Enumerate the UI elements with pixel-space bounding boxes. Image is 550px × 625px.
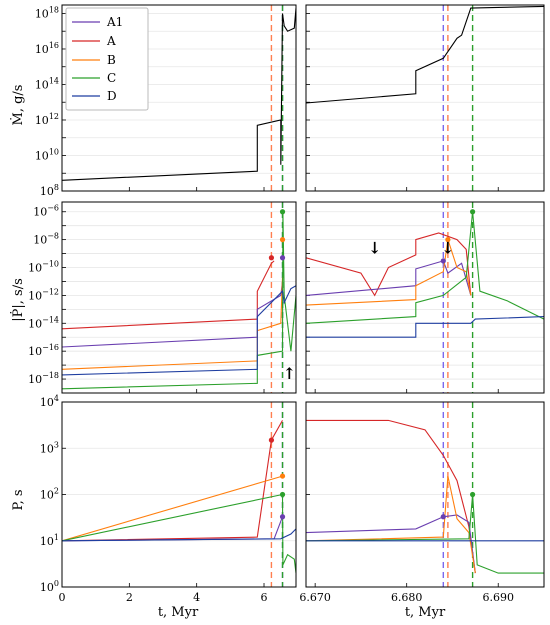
panel-frame [61, 201, 297, 394]
series-line-d [62, 528, 296, 542]
legend-label-a: A [106, 34, 116, 48]
xlabel-right: t, Myr [405, 605, 446, 620]
panel-frame [305, 201, 545, 394]
series-line-a1 [306, 514, 476, 574]
x-tick-label: 2 [126, 591, 133, 604]
series-line-mdot [306, 5, 544, 104]
annotation-arrow: ↓ [368, 239, 381, 258]
y-tick-label: 108 [40, 183, 59, 198]
series-line-a [306, 419, 476, 574]
y-tick-label: 103 [40, 440, 59, 455]
y-tick-label: 10−10 [28, 260, 59, 275]
series-line-a [306, 232, 472, 297]
y-tick-label: 1018 [35, 5, 59, 20]
y-tick-label: 100 [40, 579, 59, 594]
x-tick-label: 6.690 [482, 591, 514, 604]
panels: 1081010101210141016101810−1810−1610−1410… [28, 4, 545, 604]
panel-frame [305, 401, 545, 588]
event-marker [268, 437, 275, 443]
y-tick-label: 10−8 [33, 232, 59, 247]
y-tick-label: 1012 [35, 112, 59, 127]
annotation-arrow: ↑ [283, 364, 296, 383]
panel-Pdot-right: ↓ ↓ [305, 201, 545, 394]
y-tick-label: 1010 [35, 147, 59, 162]
y-tick-label: 104 [40, 394, 59, 409]
y-tick-label: 1014 [35, 76, 59, 91]
x-tick-label: 6 [261, 591, 268, 604]
series-line-a [62, 420, 283, 542]
x-tick-label: 6.670 [299, 591, 331, 604]
panel-Pdot-left: 10−18 10−16 10−14 10−12 10−10 10−8 10−6 ↑ [28, 201, 297, 394]
y-tick-label: 10−12 [28, 287, 59, 302]
series-line-c [62, 493, 296, 574]
y-tick-label: 1016 [35, 41, 59, 56]
event-marker [445, 237, 451, 243]
series-line-a1 [306, 260, 472, 296]
y-tick-label: 10−6 [33, 204, 59, 219]
legend-label-d: D [107, 89, 117, 103]
series-line-c [306, 211, 544, 324]
x-tick-label: 0 [59, 591, 66, 604]
series-line-b [306, 475, 476, 574]
series-line-a [62, 260, 275, 330]
panel-P-left: 100 101 102 103 104 0 2 4 6 [40, 394, 297, 604]
series-line-c [62, 211, 296, 390]
event-marker [279, 209, 286, 215]
y-tick-label: 102 [40, 487, 59, 502]
event-marker [440, 258, 446, 264]
y-tick-label: 10−14 [28, 315, 59, 330]
event-marker [279, 491, 286, 498]
event-marker [470, 491, 476, 498]
panel-Mdot-right [305, 4, 545, 192]
event-marker [279, 255, 286, 261]
y-tick-label: 10−16 [28, 343, 59, 358]
ylabel-pdot: |Ṗ|, s/s [9, 278, 26, 322]
annotation-arrow: ↓ [441, 239, 454, 258]
panel-frame [61, 4, 297, 192]
event-marker [279, 237, 286, 243]
legend-label-b: B [107, 53, 116, 67]
y-tick-label: 101 [40, 533, 59, 548]
x-tick-label: 4 [193, 591, 200, 604]
legend-label-a1: A1 [106, 15, 123, 29]
y-tick-label: 10−18 [28, 371, 59, 386]
event-marker [279, 473, 286, 479]
event-marker [440, 514, 446, 520]
xlabel-left: t, Myr [158, 605, 199, 620]
series-line-b [62, 475, 283, 542]
event-marker [268, 255, 275, 261]
panel-frame [305, 4, 545, 192]
series-line-c [306, 494, 544, 574]
event-marker [470, 209, 476, 215]
legend: A1 A B C D [65, 7, 149, 111]
series-line-mdot [62, 8, 296, 181]
series-line-d [62, 285, 296, 376]
panel-frame [61, 401, 297, 588]
ylabel-p: P, s [11, 489, 26, 510]
ylabel-mdot: Ṁ, g/s [9, 85, 26, 126]
panel-P-right: 6.670 6.680 6.690 [299, 401, 545, 604]
legend-label-c: C [107, 71, 116, 85]
series-line-a1 [62, 281, 284, 348]
x-tick-label: 6.680 [391, 591, 423, 604]
event-marker [279, 514, 286, 520]
series-line-b [306, 239, 472, 306]
series-line-d [306, 316, 544, 338]
